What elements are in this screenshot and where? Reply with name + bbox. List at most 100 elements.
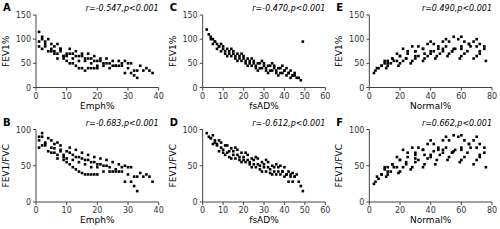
x-tick <box>461 88 462 91</box>
point <box>238 156 241 159</box>
point <box>405 57 408 60</box>
point <box>271 173 274 176</box>
point <box>396 52 399 55</box>
point <box>285 173 288 176</box>
point <box>445 146 448 149</box>
point <box>56 141 59 144</box>
point <box>460 48 463 51</box>
point <box>414 161 417 164</box>
point <box>275 173 278 176</box>
point <box>409 168 412 171</box>
point <box>216 143 219 146</box>
y-tick-label: 150 <box>349 11 364 20</box>
x-tick <box>97 202 98 205</box>
point <box>242 57 245 60</box>
annotation: r=-0.470,p<0.001 <box>252 4 325 13</box>
point <box>463 52 466 55</box>
point <box>228 150 231 153</box>
x-tick <box>264 202 265 205</box>
point <box>451 50 454 53</box>
point <box>399 62 402 65</box>
point <box>287 72 290 75</box>
point <box>62 55 65 58</box>
points <box>373 134 488 185</box>
point <box>414 57 417 60</box>
point <box>385 67 388 70</box>
point <box>68 146 71 149</box>
point <box>124 60 127 63</box>
y-tick <box>366 202 369 203</box>
x-tick-label: 30 <box>123 92 133 101</box>
point <box>240 151 243 154</box>
point <box>429 52 432 55</box>
point <box>432 43 435 46</box>
point <box>90 161 93 164</box>
point <box>414 157 417 160</box>
point <box>466 50 469 53</box>
point <box>56 57 59 60</box>
point <box>445 135 448 138</box>
point <box>78 60 81 63</box>
point <box>133 175 136 178</box>
point <box>267 72 270 75</box>
point <box>148 175 151 178</box>
x-tick-label: 10 <box>218 92 228 101</box>
point <box>62 57 65 60</box>
point <box>236 60 239 63</box>
point <box>442 40 445 43</box>
point <box>234 55 237 58</box>
point <box>90 57 93 60</box>
point <box>483 146 486 149</box>
point <box>240 161 243 164</box>
point <box>432 150 435 153</box>
point <box>84 173 87 176</box>
point <box>151 72 154 75</box>
point <box>423 57 426 60</box>
point <box>99 60 102 63</box>
y-tick <box>366 63 369 64</box>
point <box>59 48 62 51</box>
point <box>432 50 435 53</box>
point <box>53 151 56 154</box>
x-axis-label: Normal% <box>410 101 452 111</box>
point <box>422 60 425 63</box>
point <box>457 135 460 138</box>
point <box>127 173 130 176</box>
x-tick <box>128 202 129 205</box>
y-tick <box>33 39 36 40</box>
point <box>417 159 420 162</box>
point <box>72 159 75 162</box>
point <box>263 62 266 65</box>
point <box>205 132 208 135</box>
annotation: r=-0.683,p<0.001 <box>86 119 159 128</box>
point <box>442 50 445 53</box>
x-tick-label: 20 <box>92 92 102 101</box>
point <box>208 33 211 36</box>
point <box>252 159 255 162</box>
point <box>38 45 41 48</box>
point <box>50 50 53 53</box>
point <box>397 64 400 67</box>
point <box>248 161 251 164</box>
panel-label: A <box>3 2 11 13</box>
point <box>72 57 75 60</box>
point <box>300 79 303 82</box>
y-tick-label: 0 <box>26 84 31 93</box>
x-tick <box>284 202 285 205</box>
y-tick <box>366 165 369 166</box>
point <box>75 168 78 171</box>
y-tick <box>366 15 369 16</box>
point <box>439 154 442 157</box>
point <box>283 69 286 72</box>
point <box>291 180 294 183</box>
point <box>429 50 432 53</box>
point <box>475 159 478 162</box>
point <box>84 69 87 72</box>
point <box>87 154 90 157</box>
y-tick <box>200 87 203 88</box>
point <box>114 64 117 67</box>
y-tick-label: 0 <box>193 198 198 207</box>
panel: 0102030405060050100fsAD%FEV1/FVCDr=-0.61… <box>168 117 331 226</box>
point <box>41 135 44 138</box>
point <box>96 166 99 169</box>
